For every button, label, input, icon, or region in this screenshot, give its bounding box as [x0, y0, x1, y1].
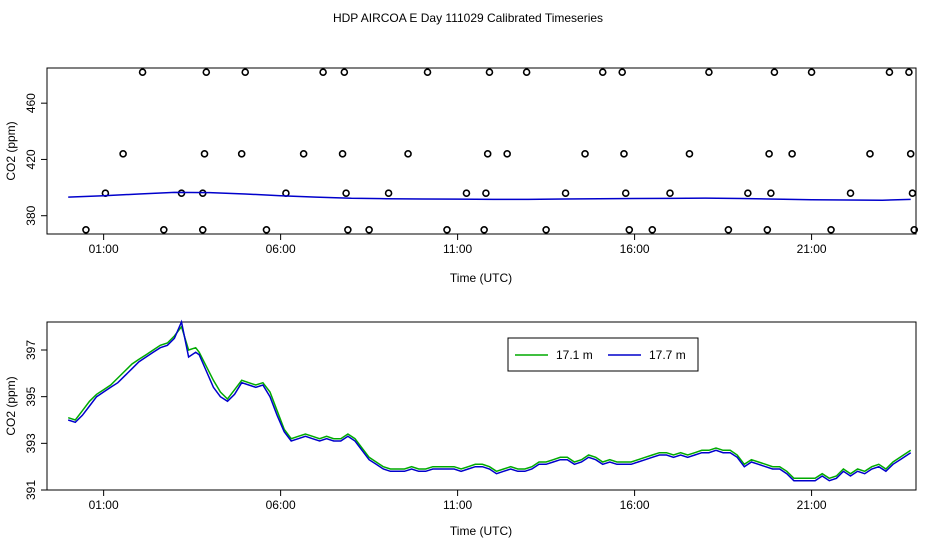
bottom-plot-frame	[46, 321, 917, 491]
scatter-point	[480, 225, 488, 234]
y-tick-label: 420	[24, 149, 38, 169]
top-y-axis: 380 420 460	[24, 93, 47, 226]
scatter-point	[342, 189, 350, 198]
scatter-point	[443, 225, 451, 234]
bottom-panel: 01:00 06:00 11:00 16:00 21:00 391 393 395 397 T…	[4, 319, 917, 538]
bottom-x-axis: 01:00 06:00 11:00 16:00 21:00	[89, 490, 827, 512]
scatter-point	[462, 189, 471, 198]
scatter-point	[770, 68, 779, 77]
top-y-axis-label: CO2 (ppm)	[4, 121, 18, 180]
scatter-point	[906, 150, 915, 158]
top-series-line	[68, 191, 911, 201]
y-tick-label: 395	[24, 386, 38, 406]
scatter-point	[763, 225, 772, 234]
scatter-point	[910, 225, 919, 234]
scatter-point	[404, 150, 412, 158]
scatter-point	[705, 68, 713, 77]
scatter-point	[807, 68, 816, 77]
y-tick-label: 380	[24, 205, 38, 225]
scatter-point	[561, 189, 570, 198]
scatter-point	[177, 189, 186, 198]
bottom-series-lines	[67, 319, 912, 482]
bottom-x-axis-label: Time (UTC)	[450, 524, 512, 538]
scatter-point	[542, 225, 550, 234]
scatter-point	[423, 68, 432, 77]
scatter-point	[620, 150, 628, 158]
scatter-point	[344, 225, 352, 234]
scatter-point	[522, 68, 531, 77]
scatter-point	[905, 68, 913, 77]
scatter-point	[82, 225, 90, 234]
scatter-point	[866, 150, 874, 158]
top-x-axis-label: Time (UTC)	[450, 271, 512, 285]
scatter-point	[885, 68, 894, 77]
bottom-y-axis: 391 393 395 397	[24, 340, 47, 500]
scatter-point	[625, 225, 634, 234]
top-panel: 01:00 06:00 11:00 16:00 21:00 380 420 460 Time…	[4, 67, 919, 285]
scatter-point	[846, 189, 855, 198]
scatter-point	[319, 68, 327, 77]
scatter-point	[482, 189, 490, 198]
series-line-17-1m	[67, 325, 912, 480]
legend-label-17-7m: 17.7 m	[649, 348, 686, 362]
top-plot-frame	[46, 67, 917, 235]
scatter-point	[299, 150, 308, 158]
scatter-point	[618, 68, 627, 77]
x-tick-label: 11:00	[443, 242, 472, 256]
scatter-point	[648, 225, 657, 234]
scatter-point	[202, 68, 211, 77]
scatter-point	[485, 68, 494, 77]
scatter-point	[767, 189, 775, 198]
y-tick-label: 460	[24, 93, 38, 113]
scatter-point	[138, 68, 147, 77]
scatter-point	[666, 189, 674, 198]
scatter-point	[198, 225, 207, 234]
scatter-point	[765, 150, 773, 158]
scatter-point	[237, 150, 246, 158]
scatter-point	[384, 189, 393, 198]
scatter-point	[340, 68, 349, 77]
x-tick-label: 01:00	[89, 498, 119, 512]
scatter-point	[744, 189, 752, 198]
scatter-point	[598, 68, 607, 77]
legend-label-17-1m: 17.1 m	[556, 348, 593, 362]
scatter-point	[908, 189, 917, 198]
scatter-point	[483, 150, 492, 158]
legend: 17.1 m 17.7 m	[507, 337, 699, 372]
x-tick-label: 11:00	[443, 498, 472, 512]
scatter-point	[827, 225, 835, 234]
x-tick-label: 16:00	[620, 242, 650, 256]
top-scatter-points	[82, 68, 919, 234]
scatter-point	[365, 225, 373, 234]
x-tick-label: 16:00	[620, 498, 650, 512]
scatter-point	[724, 225, 733, 234]
scatter-point	[200, 150, 209, 158]
x-tick-label: 06:00	[266, 498, 296, 512]
scatter-point	[241, 68, 250, 77]
scatter-point	[621, 189, 630, 198]
y-tick-label: 391	[24, 480, 38, 500]
y-tick-label: 393	[24, 433, 38, 453]
y-tick-label: 397	[24, 340, 38, 360]
scatter-point	[788, 150, 796, 158]
scatter-point	[685, 150, 694, 158]
bottom-y-axis-label: CO2 (ppm)	[4, 376, 18, 435]
chart-title: HDP AIRCOA E Day 111029 Calibrated Times…	[333, 11, 603, 25]
series-line-17-7m	[67, 319, 912, 482]
scatter-point	[581, 150, 589, 158]
top-x-axis: 01:00 06:00 11:00 16:00 21:00	[89, 234, 827, 256]
x-tick-label: 01:00	[89, 242, 119, 256]
x-tick-label: 06:00	[266, 242, 296, 256]
scatter-point	[262, 225, 271, 234]
scatter-point	[160, 225, 168, 234]
scatter-point	[338, 150, 347, 158]
x-tick-label: 21:00	[797, 498, 827, 512]
scatter-point	[119, 150, 127, 158]
x-tick-label: 21:00	[797, 242, 827, 256]
scatter-point	[503, 150, 511, 158]
